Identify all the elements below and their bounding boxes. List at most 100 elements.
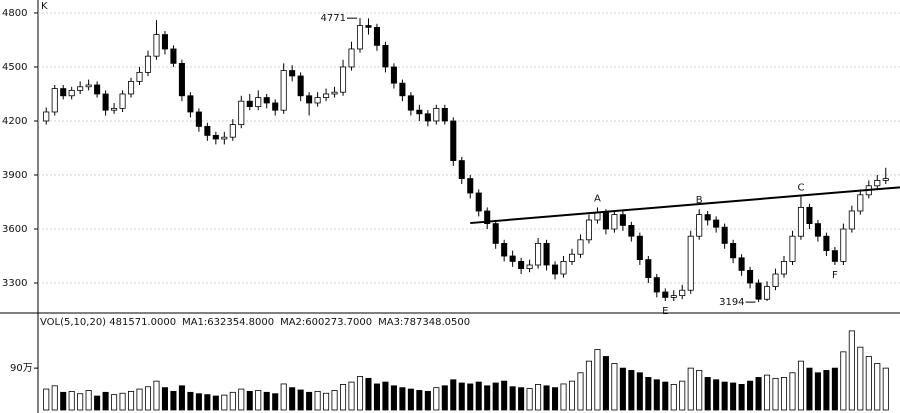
volume-bar	[314, 390, 321, 411]
candle-body	[195, 111, 202, 127]
volume-bar	[365, 377, 372, 411]
volume-bar	[187, 391, 194, 411]
axis-label: K	[41, 1, 48, 12]
candle-body	[475, 192, 482, 212]
volume-bar	[560, 383, 567, 411]
candle-body	[696, 214, 703, 237]
candle-body	[789, 235, 796, 262]
candle-body	[662, 291, 669, 298]
volume-bar	[43, 388, 50, 411]
y-tick-label: 3300	[2, 278, 27, 289]
candle-body	[111, 107, 118, 111]
candle-body	[229, 124, 236, 138]
volume-bar	[340, 384, 347, 411]
y-tick-label: 4800	[2, 8, 27, 19]
candle-body	[628, 225, 635, 237]
candle-body	[764, 286, 771, 300]
volume-bar	[85, 390, 92, 411]
y-tick-label: 3600	[2, 224, 27, 235]
candle-body	[433, 107, 440, 122]
candle-body	[119, 93, 126, 109]
candle-body	[467, 178, 474, 194]
y-tick-label: 3900	[2, 170, 27, 181]
volume-bar	[204, 394, 211, 411]
volume-bar	[178, 385, 185, 411]
candle-body	[373, 26, 380, 46]
volume-bar	[568, 380, 576, 411]
candle-body	[297, 75, 304, 97]
volume-bar	[679, 380, 686, 411]
volume-bar	[882, 367, 889, 411]
volume-bar	[289, 387, 296, 411]
candle-body	[246, 100, 253, 107]
candle-body	[280, 70, 287, 111]
volume-bar	[840, 351, 847, 411]
candle-body	[577, 239, 584, 255]
volume-bar	[136, 388, 143, 411]
candle-body	[238, 100, 245, 125]
volume-bar	[280, 383, 287, 411]
candle-body	[509, 255, 516, 262]
candle-body	[407, 95, 414, 111]
volume-bar	[823, 370, 830, 411]
volume-bar	[255, 390, 262, 411]
candle-body	[730, 243, 737, 259]
volume-bar	[611, 363, 618, 411]
volume-legend: MA3:787348.0500	[378, 317, 470, 328]
candle-body	[713, 219, 720, 228]
candle-body	[679, 289, 686, 297]
y-tick-label: 4200	[2, 116, 27, 127]
volume-bar	[738, 384, 745, 411]
volume-bar	[433, 387, 440, 411]
candle-body	[848, 210, 855, 230]
candle-body	[331, 91, 338, 95]
candle-body	[272, 102, 279, 111]
candle-body	[263, 97, 270, 104]
candle-body	[645, 259, 652, 279]
volume-bar	[246, 390, 253, 411]
candle-body	[450, 120, 457, 161]
candle-body	[611, 214, 618, 230]
volume-bar	[450, 379, 457, 411]
volume-bar	[577, 372, 584, 411]
candle-body	[831, 250, 838, 262]
volume-bar	[102, 391, 109, 411]
volume-bar	[772, 377, 779, 411]
candle-body	[441, 107, 448, 122]
candle-body	[144, 55, 152, 73]
candle-body	[204, 125, 211, 136]
volume-bar	[526, 388, 533, 411]
volume-bar	[662, 381, 669, 411]
candle-body	[840, 228, 847, 262]
volume-bar	[407, 388, 414, 411]
volume-bar	[670, 384, 677, 411]
volume-bar	[348, 381, 355, 411]
candle-body	[814, 223, 821, 237]
neckline	[470, 186, 900, 225]
volume-bar	[687, 367, 694, 411]
volume-bar	[814, 372, 821, 411]
volume-bar	[467, 383, 474, 411]
volume-bar	[484, 385, 491, 411]
candle-body	[60, 88, 67, 97]
volume-bar	[390, 385, 397, 411]
candle-body	[857, 194, 864, 212]
candle-body	[484, 210, 491, 225]
volume-bar	[238, 388, 245, 411]
volume-bar	[764, 374, 771, 411]
candle-body	[585, 219, 592, 241]
volume-bar	[229, 391, 236, 411]
volume-bar	[60, 391, 67, 411]
volume-bar	[831, 367, 838, 411]
volume-bar	[806, 367, 813, 411]
candle-body	[348, 48, 355, 68]
candle-body	[568, 253, 576, 262]
candle-body	[687, 235, 694, 291]
volume-bar	[441, 385, 448, 411]
candle-body	[704, 214, 711, 221]
volume-bar	[373, 383, 380, 411]
volume-bar	[543, 385, 550, 411]
candle-body	[128, 80, 135, 95]
volume-bar	[628, 370, 635, 411]
